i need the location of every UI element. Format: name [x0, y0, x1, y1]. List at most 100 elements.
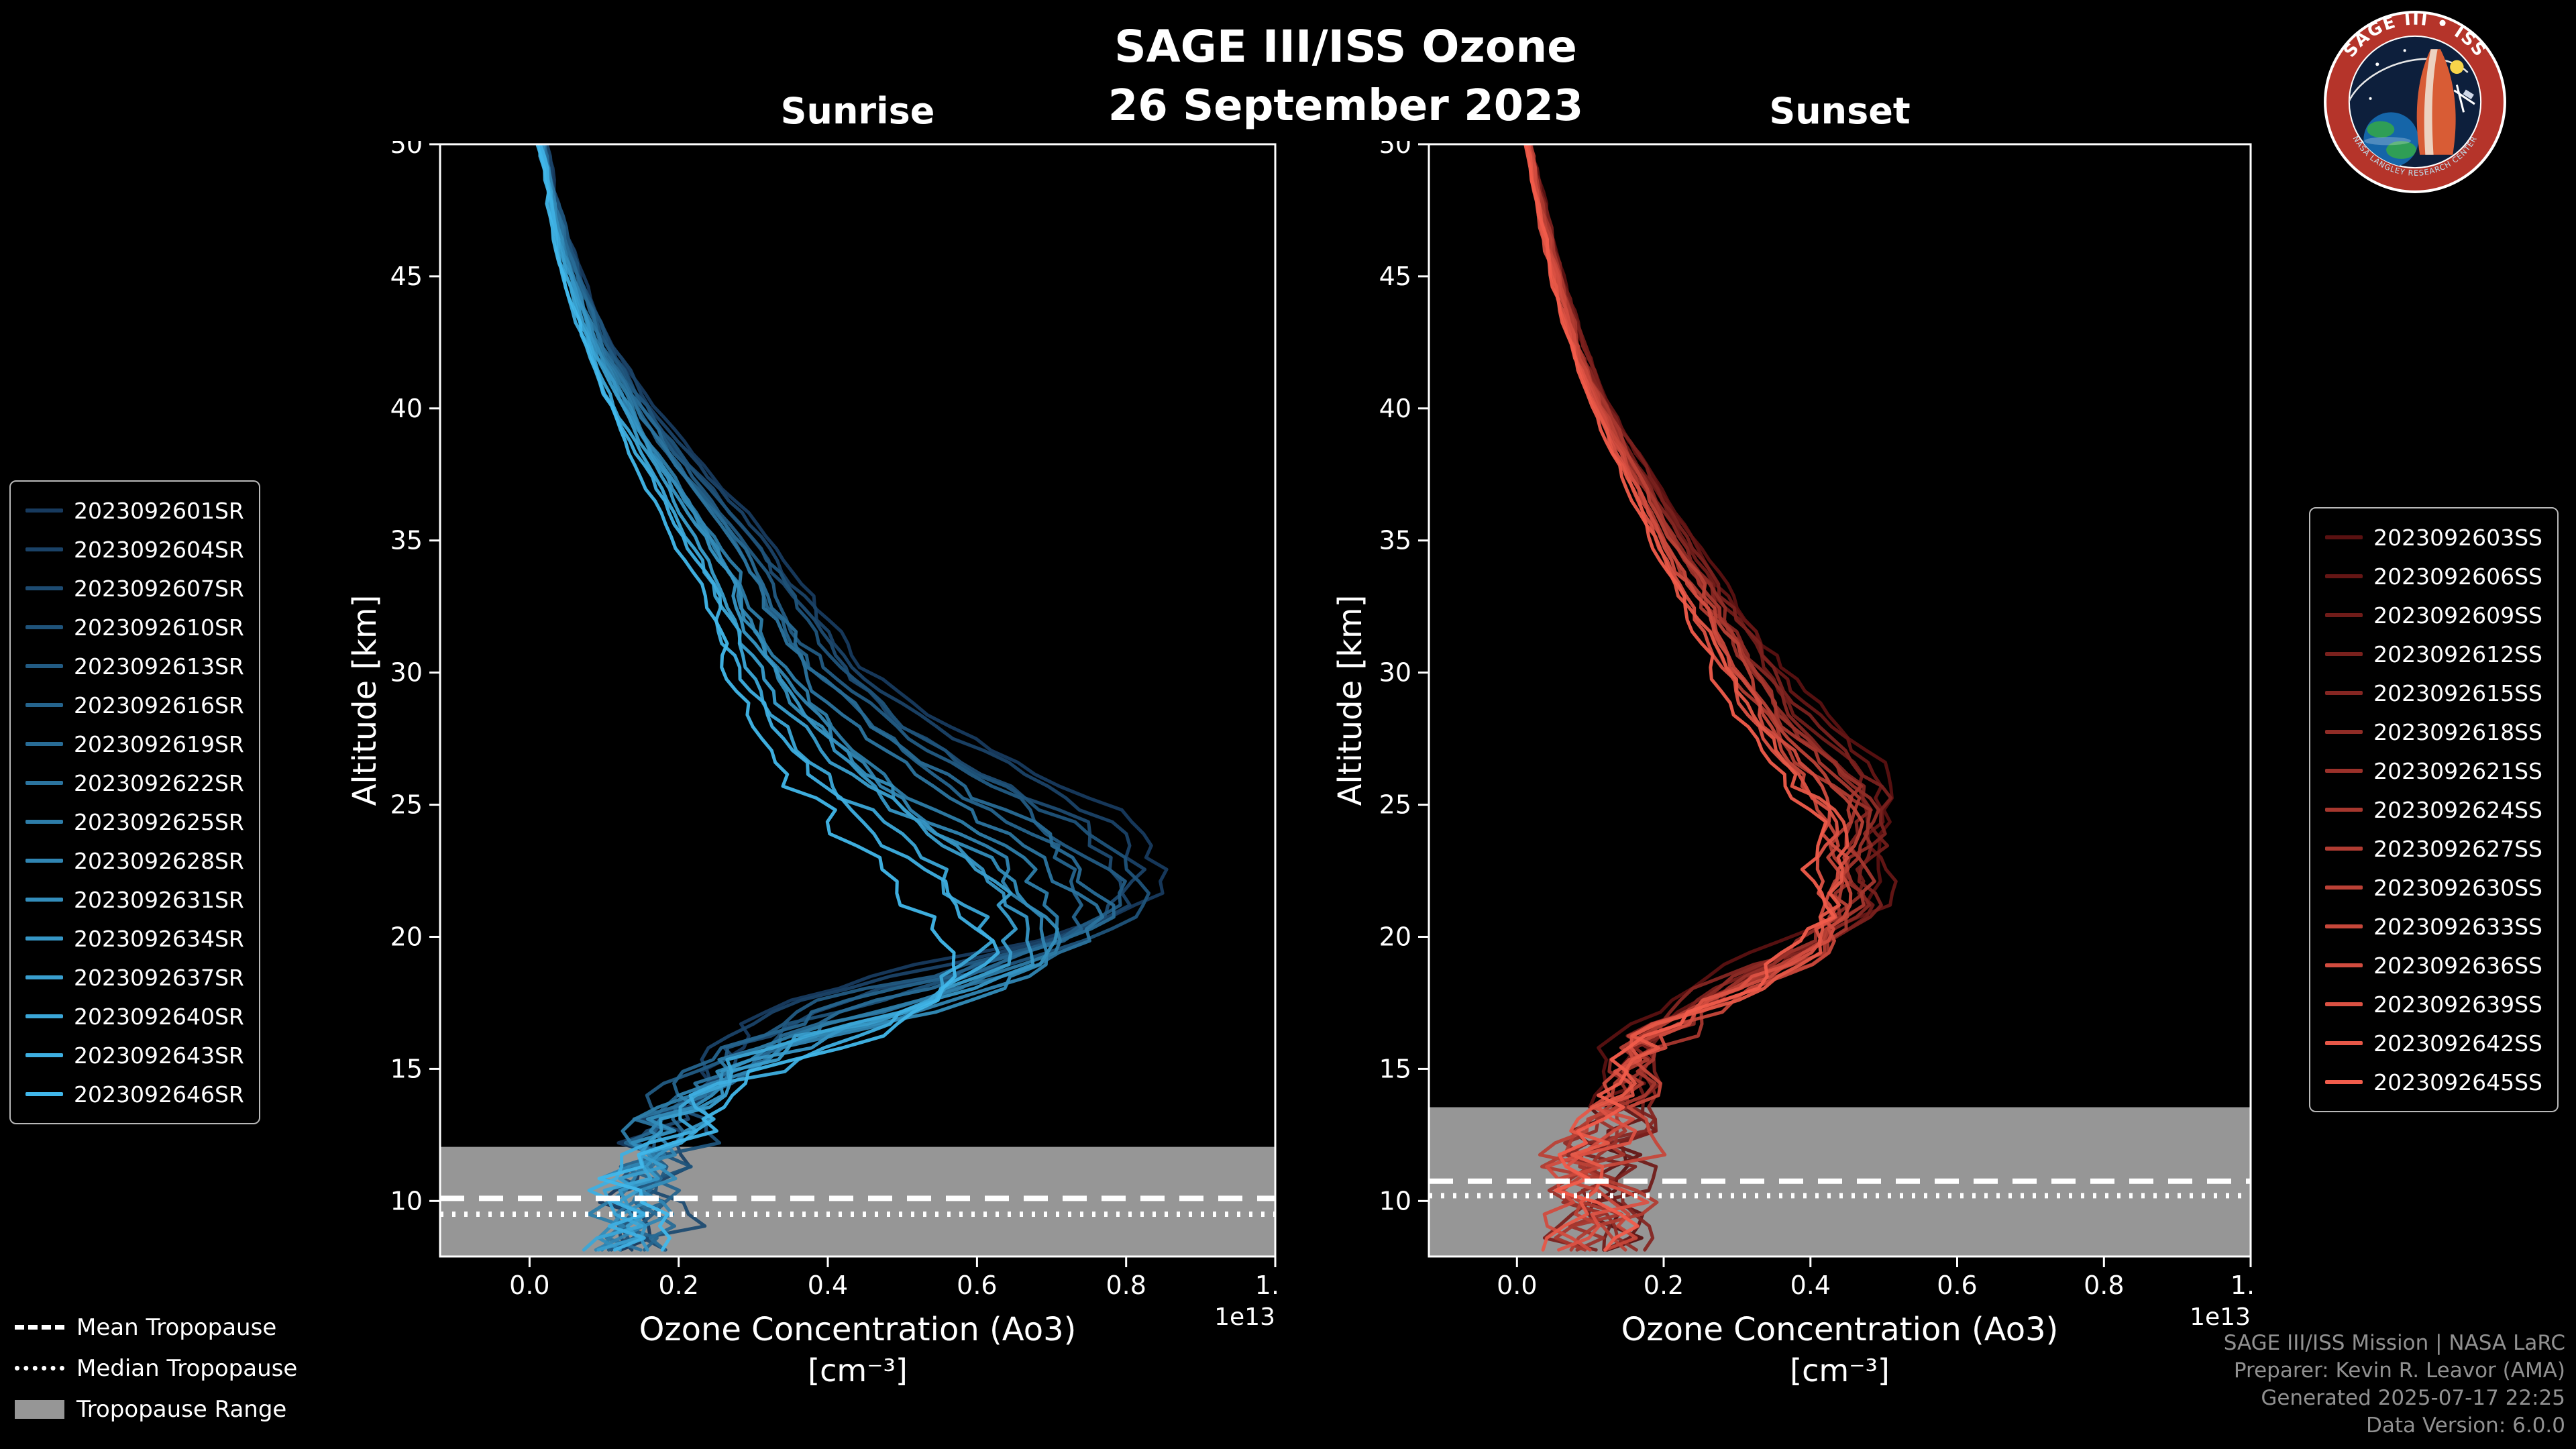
x-axis-offset-label: 1e13	[1214, 1303, 1275, 1331]
figure-header: SAGE III/ISS Ozone 26 September 2023	[440, 19, 2251, 137]
mean-tropopause-label: Mean Tropopause	[76, 1313, 277, 1341]
legend-line-swatch	[25, 936, 63, 941]
legend-series-label: 2023092645SS	[2373, 1069, 2542, 1095]
legend-item: 2023092636SS	[2325, 946, 2542, 985]
legend-item: 2023092618SS	[2325, 712, 2542, 751]
legend-series-label: 2023092610SR	[74, 614, 244, 641]
legend-item: 2023092607SR	[25, 569, 244, 608]
dotted-line-swatch	[15, 1366, 64, 1371]
legend-line-swatch	[2325, 808, 2363, 812]
sunrise-legend: 2023092601SR 2023092604SR 2023092607SR 2023…	[9, 480, 260, 1124]
legend-line-swatch	[25, 859, 63, 863]
x-tick-label: 0.2	[658, 1271, 698, 1300]
legend-item-tropopause-range: Tropopause Range	[15, 1389, 297, 1430]
y-tick-label: 25	[1379, 790, 1411, 820]
ozone-profile-line	[537, 144, 1035, 1252]
y-tick-label: 10	[1379, 1186, 1411, 1216]
legend-item: 2023092640SR	[25, 997, 244, 1036]
legend-line-swatch	[25, 508, 63, 513]
ozone-profile-line	[542, 144, 1083, 1252]
legend-item: 2023092631SR	[25, 880, 244, 919]
median-tropopause-label: Median Tropopause	[76, 1354, 298, 1382]
x-tick-label: 0.0	[509, 1271, 549, 1300]
ozone-profile-line	[1525, 144, 1873, 1252]
y-tick-label: 35	[1379, 526, 1411, 555]
legend-series-label: 2023092627SS	[2373, 835, 2542, 862]
legend-item: 2023092613SR	[25, 647, 244, 686]
legend-line-swatch	[25, 781, 63, 785]
y-tick-label: 15	[1379, 1054, 1411, 1083]
legend-line-swatch	[2325, 1002, 2363, 1006]
legend-item: 2023092634SR	[25, 919, 244, 958]
legend-line-swatch	[25, 625, 63, 629]
ozone-profile-line	[543, 144, 1124, 1252]
y-tick-label: 50	[1379, 141, 1411, 159]
legend-line-swatch	[2325, 652, 2363, 656]
ozone-profile-line	[543, 144, 1127, 1252]
legend-item: 2023092627SS	[2325, 829, 2542, 868]
legend-item: 2023092615SS	[2325, 674, 2542, 712]
x-tick-label: 0.4	[1790, 1271, 1831, 1300]
legend-series-label: 2023092637SR	[74, 964, 244, 991]
legend-item: 2023092643SR	[25, 1036, 244, 1075]
y-tick-label: 20	[1379, 922, 1411, 952]
x-tick-label: 0.0	[1497, 1271, 1537, 1300]
ozone-profile-line	[1527, 144, 1849, 1252]
legend-line-swatch	[2325, 963, 2363, 967]
legend-line-swatch	[2325, 1080, 2363, 1084]
legend-item: 2023092637SR	[25, 958, 244, 997]
legend-line-swatch	[25, 703, 63, 707]
legend-item-mean-tropopause: Mean Tropopause	[15, 1307, 297, 1348]
y-tick-label: 30	[1379, 658, 1411, 688]
legend-series-label: 2023092624SS	[2373, 796, 2542, 823]
ozone-profile-line	[538, 144, 1000, 1252]
legend-item: 2023092609SS	[2325, 596, 2542, 635]
legend-series-label: 2023092640SR	[74, 1003, 244, 1030]
dashed-line-swatch	[15, 1325, 64, 1330]
legend-line-swatch	[2325, 574, 2363, 578]
ozone-profile-line	[543, 144, 1105, 1252]
sunset-plot: 0.0 0.2 0.4 0.6 0.8 1.0 10 15 20 25 30 35 40 45 50 1e13	[1379, 141, 2254, 1331]
legend-line-swatch	[2325, 924, 2363, 928]
ozone-profile-line	[1526, 144, 1880, 1252]
ozone-profile-line	[535, 144, 957, 1252]
legend-series-label: 2023092621SS	[2373, 757, 2542, 784]
legend-item: 2023092612SS	[2325, 635, 2542, 674]
legend-line-swatch	[25, 1014, 63, 1018]
legend-series-label: 2023092636SS	[2373, 952, 2542, 979]
credit-data-version: Data Version: 6.0.0	[2365, 1413, 2565, 1438]
y-tick-label: 25	[390, 790, 423, 820]
ozone-profiles	[535, 144, 1169, 1252]
legend-item: 2023092646SR	[25, 1075, 244, 1114]
legend-series-label: 2023092603SS	[2373, 524, 2542, 551]
plot-border	[439, 143, 1277, 1258]
legend-item: 2023092601SR	[25, 491, 244, 530]
ozone-profile-line	[1529, 144, 1893, 1252]
x-axis-offset-label: 1e13	[2190, 1303, 2251, 1331]
ozone-profile-line	[1527, 144, 1876, 1252]
y-tick-label: 15	[390, 1054, 423, 1083]
legend-line-swatch	[2325, 613, 2363, 617]
legend-series-label: 2023092634SR	[74, 925, 244, 952]
sunset-x-axis-label: Ozone Concentration (Ao3) [cm⁻³]	[1429, 1309, 2251, 1391]
y-tick-label: 30	[390, 658, 423, 688]
legend-item: 2023092639SS	[2325, 985, 2542, 1024]
legend-item: 2023092624SS	[2325, 790, 2542, 829]
legend-series-label: 2023092625SR	[74, 808, 244, 835]
credit-generated: Generated 2025-07-17 22:25	[2261, 1386, 2565, 1410]
legend-item: 2023092610SR	[25, 608, 244, 647]
legend-series-label: 2023092606SS	[2373, 563, 2542, 590]
legend-item: 2023092604SR	[25, 530, 244, 569]
legend-item: 2023092642SS	[2325, 1024, 2542, 1063]
x-tick-label: 1.0	[1255, 1271, 1279, 1300]
sunset-legend: 2023092603SS 2023092606SS 2023092609SS 2023…	[2309, 507, 2559, 1112]
ozone-profile-line	[1527, 144, 1890, 1252]
ozone-profile-line	[1529, 144, 1898, 1252]
y-tick-label: 20	[390, 922, 423, 952]
legend-series-label: 2023092609SS	[2373, 602, 2542, 629]
legend-series-label: 2023092646SR	[74, 1081, 244, 1108]
legend-item: 2023092622SR	[25, 763, 244, 802]
page-title: SAGE III/ISS Ozone	[1114, 21, 1577, 72]
sunrise-x-axis-label-text: Ozone Concentration (Ao3)	[639, 1311, 1077, 1348]
orbit-line	[2349, 58, 2469, 137]
